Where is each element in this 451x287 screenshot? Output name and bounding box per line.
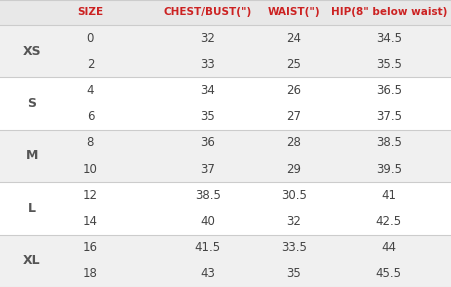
Text: 10: 10	[83, 162, 97, 176]
Bar	[0, 77, 451, 104]
Text: S: S	[27, 97, 36, 110]
Text: 36.5: 36.5	[375, 84, 401, 97]
Bar	[0, 51, 451, 77]
Text: 4: 4	[87, 84, 94, 97]
Text: 45.5: 45.5	[375, 267, 401, 280]
Text: 33: 33	[200, 58, 215, 71]
Text: 32: 32	[286, 215, 300, 228]
Bar	[0, 0, 451, 25]
Text: 32: 32	[200, 32, 215, 44]
Text: 37: 37	[200, 162, 215, 176]
Text: 37.5: 37.5	[375, 110, 401, 123]
Text: 34: 34	[200, 84, 215, 97]
Text: 0: 0	[87, 32, 94, 44]
Text: 35: 35	[200, 110, 215, 123]
Bar	[0, 182, 451, 208]
Text: M: M	[25, 150, 38, 162]
Text: 18: 18	[83, 267, 97, 280]
Text: 35: 35	[286, 267, 300, 280]
Text: 29: 29	[285, 162, 301, 176]
Text: SIZE: SIZE	[77, 7, 103, 18]
Text: XL: XL	[23, 254, 40, 267]
Text: 26: 26	[285, 84, 301, 97]
Bar	[0, 261, 451, 287]
Text: 28: 28	[286, 136, 300, 149]
Bar	[0, 234, 451, 261]
Text: 44: 44	[380, 241, 396, 254]
Text: 27: 27	[285, 110, 301, 123]
Text: 6: 6	[87, 110, 94, 123]
Text: 33.5: 33.5	[280, 241, 306, 254]
Text: 38.5: 38.5	[194, 189, 221, 202]
Text: 2: 2	[87, 58, 94, 71]
Text: 25: 25	[286, 58, 300, 71]
Text: 14: 14	[83, 215, 98, 228]
Text: 43: 43	[200, 267, 215, 280]
Text: 34.5: 34.5	[375, 32, 401, 44]
Bar	[0, 25, 451, 51]
Text: 41.5: 41.5	[194, 241, 221, 254]
Bar	[0, 104, 451, 130]
Text: 16: 16	[83, 241, 98, 254]
Text: 40: 40	[200, 215, 215, 228]
Bar	[0, 208, 451, 234]
Text: XS: XS	[22, 45, 41, 58]
Text: 39.5: 39.5	[375, 162, 401, 176]
Text: L: L	[28, 202, 36, 215]
Bar	[0, 130, 451, 156]
Text: WAIST("): WAIST(")	[267, 7, 319, 18]
Text: 38.5: 38.5	[375, 136, 401, 149]
Text: 12: 12	[83, 189, 98, 202]
Text: 41: 41	[380, 189, 396, 202]
Text: 24: 24	[285, 32, 301, 44]
Text: 42.5: 42.5	[375, 215, 401, 228]
Text: 35.5: 35.5	[375, 58, 401, 71]
Bar	[0, 156, 451, 182]
Text: 30.5: 30.5	[280, 189, 306, 202]
Text: 8: 8	[87, 136, 94, 149]
Text: 36: 36	[200, 136, 215, 149]
Text: CHEST/BUST("): CHEST/BUST(")	[163, 7, 252, 18]
Text: HIP(8" below waist): HIP(8" below waist)	[330, 7, 446, 18]
